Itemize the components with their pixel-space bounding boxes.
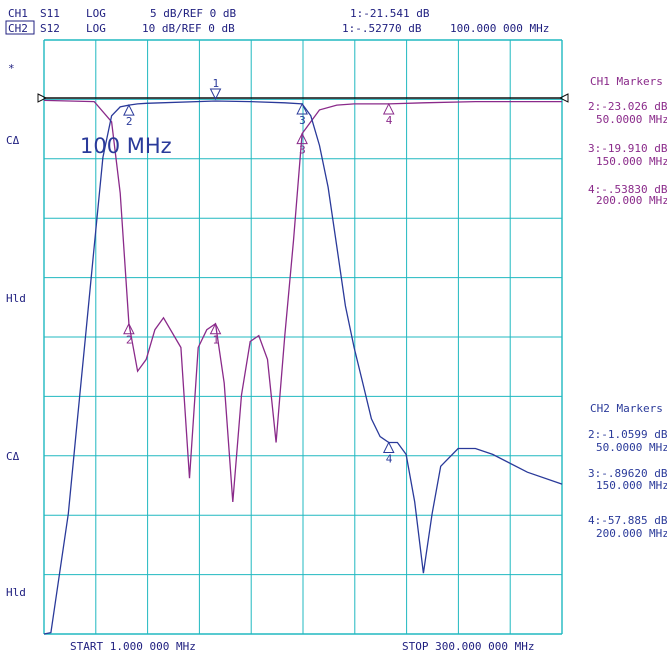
ch1-param: S11 <box>40 7 60 20</box>
marker1-ch2-readout: 1:-.52770 dB <box>342 22 422 35</box>
start-frequency: START 1.000 000 MHz <box>70 640 196 653</box>
marker-1-label: 1 <box>213 77 220 90</box>
ch1-marker3-value: 3:-19.910 dB <box>588 142 667 155</box>
ch2-format: LOG <box>86 22 106 35</box>
marker-4-s11 <box>382 102 395 115</box>
marker-2-label: 2 <box>126 334 133 347</box>
ch1-hld-label: Hld <box>6 292 26 305</box>
trace-s12 <box>43 100 563 635</box>
marker-1-s12 <box>209 88 222 101</box>
reference-right-arrow <box>558 93 569 103</box>
ch1-label: CH1 <box>8 7 28 20</box>
ch1-format: LOG <box>86 7 106 20</box>
ch2-marker3-value: 3:-.89620 dB <box>588 467 667 480</box>
star-marker: * <box>8 62 15 75</box>
marker-3-label: 3 <box>299 114 306 127</box>
ch1-marker4-freq: 200.000 MHz <box>596 194 667 207</box>
reference-left-arrow <box>37 93 48 103</box>
trace-markers: 1 1 2 2 3 3 4 4 <box>123 77 395 466</box>
ch2-scale: 10 dB/REF 0 dB <box>142 22 235 35</box>
marker-1-label: 1 <box>213 334 220 347</box>
ch2-active-box <box>5 20 35 35</box>
stop-frequency: STOP 300.000 000 MHz <box>402 640 534 653</box>
ch1-marker2-freq: 50.0000 MHz <box>596 113 667 126</box>
marker-frequency-label: 100 MHz <box>80 134 172 158</box>
graticule <box>43 39 563 635</box>
ch2-marker4-value: 4:-57.885 dB <box>588 514 667 527</box>
ch1-ca-label: CΔ <box>6 134 20 147</box>
ch2-hld-label: Hld <box>6 586 26 599</box>
ch2-marker2-value: 2:-1.0599 dB <box>588 428 667 441</box>
trace-s11 <box>43 99 562 502</box>
ch1-markers-title: CH1 Markers <box>590 75 663 88</box>
ch2-marker2-freq: 50.0000 MHz <box>596 441 667 454</box>
ch2-markers-title: CH2 Markers <box>590 402 663 415</box>
ch2-param: S12 <box>40 22 60 35</box>
left-labels: * CΔ Hld CΔ Hld <box>6 62 26 599</box>
marker-3-label: 3 <box>299 144 306 157</box>
ch2-ca-label: CΔ <box>6 450 20 463</box>
ch1-marker4-value: 4:-.53830 dB <box>588 183 667 196</box>
marker-4-s12 <box>382 441 395 454</box>
header: CH1 S11 LOG 5 dB/REF 0 dB CH2 S12 LOG 10… <box>5 7 549 35</box>
ch2-marker3-freq: 150.000 MHz <box>596 479 667 492</box>
marker-4-label: 4 <box>386 114 393 127</box>
marker-2-s12 <box>123 104 135 116</box>
marker-3-s12 <box>296 102 308 115</box>
ch2-markers-panel: CH2 Markers 2:-1.0599 dB 50.0000 MHz 3:-… <box>588 402 667 540</box>
marker-4-label: 4 <box>386 453 393 466</box>
ch1-marker2-value: 2:-23.026 dB <box>588 100 667 113</box>
marker-1-s11 <box>209 322 222 335</box>
marker1-ch1-readout: 1:-21.541 dB <box>350 7 430 20</box>
ch1-scale: 5 dB/REF 0 dB <box>150 7 236 20</box>
ch1-markers-panel: CH1 Markers 2:-23.026 dB 50.0000 MHz 3:-… <box>588 75 667 207</box>
ch1-marker3-freq: 150.000 MHz <box>596 155 667 168</box>
ch2-label: CH2 <box>8 22 28 35</box>
reference-line <box>37 93 569 103</box>
ch2-marker4-freq: 200.000 MHz <box>596 527 667 540</box>
marker-2-label: 2 <box>126 115 133 128</box>
marker-3-s11 <box>296 132 308 145</box>
marker-2-s11 <box>123 322 135 335</box>
marker1-frequency: 100.000 000 MHz <box>450 22 549 35</box>
